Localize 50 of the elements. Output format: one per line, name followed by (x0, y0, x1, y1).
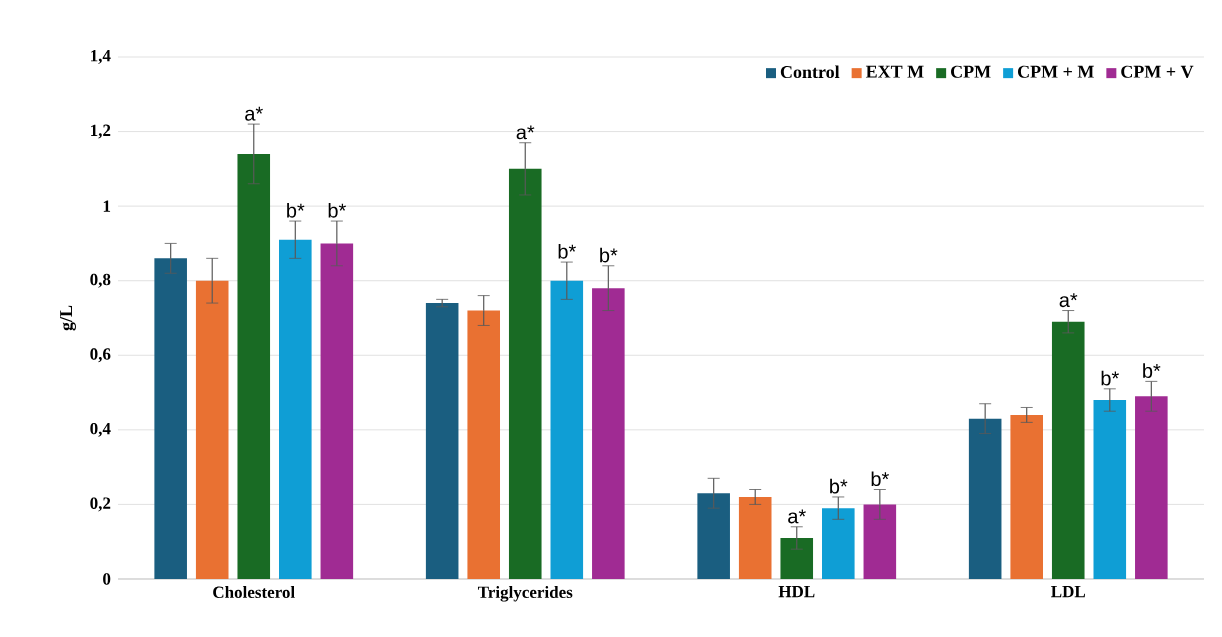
x-tick-label: Cholesterol (213, 586, 295, 598)
bar (425, 303, 459, 579)
bar (738, 496, 772, 579)
y-tick-label: 0,6 (90, 348, 111, 363)
bar (1010, 414, 1043, 579)
x-tick-label: LDL (1051, 586, 1086, 598)
data-label: b* (871, 471, 889, 487)
bar (195, 280, 229, 579)
data-label: b* (830, 478, 848, 494)
y-tick-label: 1,4 (91, 50, 111, 64)
y-tick-label: 0,4 (90, 422, 111, 437)
data-label: b* (1101, 370, 1119, 386)
data-label: a* (1059, 293, 1078, 308)
bar (1051, 321, 1085, 579)
y-axis-title: g/L (60, 305, 76, 331)
data-label: b* (1143, 363, 1161, 378)
bar (592, 288, 625, 579)
bar (1135, 396, 1168, 579)
y-tick-label: 1 (103, 200, 111, 212)
bar (320, 243, 354, 579)
data-label: a* (516, 125, 535, 140)
bar (822, 508, 855, 579)
y-tick-label: 0,8 (90, 273, 111, 288)
data-label: a* (245, 106, 263, 121)
legend-label: EXT M (865, 65, 924, 78)
data-label: b* (328, 202, 346, 218)
data-label: b* (600, 247, 618, 263)
bar (863, 504, 897, 579)
bar (508, 168, 542, 579)
bar (279, 239, 312, 579)
y-tick-label: 0 (103, 573, 111, 585)
legend-label: CPM (951, 65, 991, 78)
data-label: b* (558, 243, 576, 259)
y-tick-label: 1,2 (91, 124, 111, 139)
data-label: a* (788, 509, 806, 524)
legend-label: CPM + V (1121, 65, 1194, 78)
x-tick-label: Triglycerides (477, 586, 573, 602)
bar (154, 258, 187, 579)
legend-label: CPM + M (1018, 65, 1094, 78)
legend-label: Control (780, 65, 840, 79)
data-label: b* (287, 202, 305, 218)
bar (780, 537, 814, 579)
bar (968, 418, 1002, 579)
bar (467, 310, 501, 579)
x-tick-label: HDL (778, 586, 815, 598)
y-tick-label: 0,2 (90, 497, 111, 512)
bar (1093, 400, 1127, 579)
bar (550, 280, 584, 579)
bar (697, 493, 730, 579)
bar (237, 153, 271, 579)
